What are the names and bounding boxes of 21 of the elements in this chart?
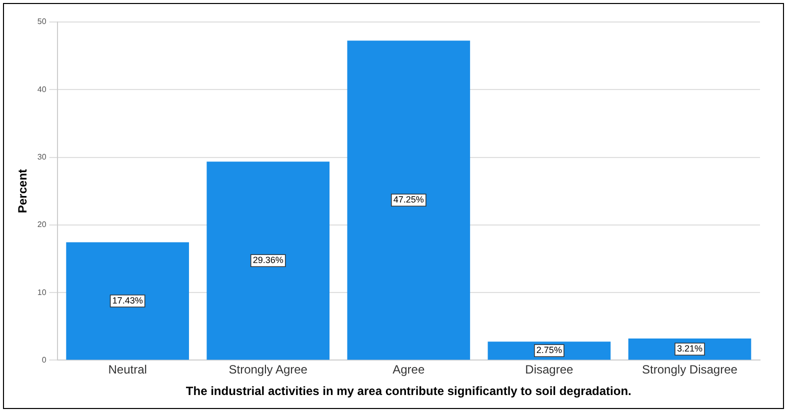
data-label: 2.75%	[536, 345, 562, 356]
y-tick-label: 30	[37, 152, 47, 162]
x-axis-title: The industrial activities in my area contribute significantly to soil degradation.	[186, 384, 632, 398]
data-label: 3.21%	[676, 344, 702, 354]
bar	[66, 242, 189, 360]
y-tick-label: 40	[37, 84, 47, 94]
data-label: 29.36%	[252, 255, 284, 266]
x-tick-label: Agree	[392, 362, 425, 377]
bar	[347, 40, 470, 360]
y-tick-label: 20	[37, 220, 47, 230]
y-tick-label: 10	[37, 288, 47, 297]
data-label: 17.43%	[112, 295, 143, 306]
y-axis-title: Percent	[16, 169, 30, 214]
x-tick-label: Neutral	[108, 362, 147, 377]
x-tick-label: Disagree	[525, 362, 574, 377]
y-tick-label: 0	[42, 355, 47, 364]
bar	[206, 162, 330, 360]
data-label: 47.25%	[393, 194, 424, 205]
x-tick-label: Strongly Agree	[228, 362, 308, 377]
x-tick-label: Strongly Disagree	[642, 362, 738, 377]
y-tick-label: 50	[37, 17, 47, 26]
